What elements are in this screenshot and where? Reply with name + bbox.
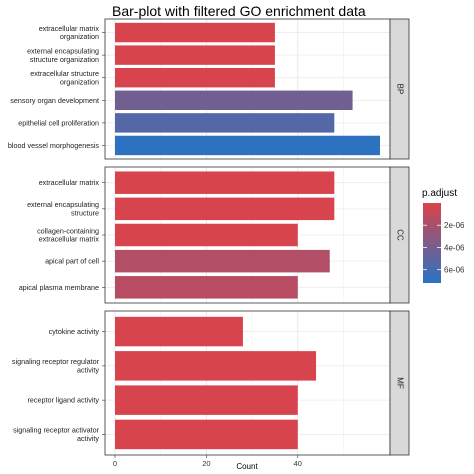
category-label-line: extracellular matrix	[39, 235, 100, 244]
category-label: collagen-containing extracellular matrix	[37, 226, 99, 243]
category-label: extracellular matrix organization	[39, 24, 100, 41]
x-tick-label: 20	[202, 459, 210, 468]
x-axis: 0 20 40	[113, 455, 302, 468]
category-label-line: organization	[60, 77, 99, 86]
bar-mf-1	[115, 351, 317, 381]
x-tick-label: 40	[294, 459, 302, 468]
category-label: apical part of cell	[45, 257, 99, 266]
legend-colorbar	[423, 203, 441, 283]
bar-bp-0	[115, 22, 275, 43]
x-tick-label: 0	[113, 459, 117, 468]
panel-background	[105, 19, 390, 159]
category-label-line: sensory organ development	[10, 96, 99, 105]
legend: p.adjust 2e-06 4e-06 6e-06	[422, 188, 465, 283]
category-label: signaling receptor regulator activity	[12, 357, 100, 374]
category-label-line: signaling receptor activator	[13, 426, 100, 435]
legend-title: p.adjust	[422, 188, 457, 199]
facet-strip	[389, 166, 410, 304]
category-label-line: apical plasma membrane	[19, 283, 99, 292]
category-label: extracellular structure organization	[30, 69, 99, 86]
category-label: external encapsulating structure organiza…	[27, 46, 99, 63]
category-label: epithelial cell proliferation	[18, 118, 99, 127]
category-label-line: extracellular matrix	[39, 178, 100, 187]
category-label: apical plasma membrane	[19, 283, 99, 292]
panel-bp: extracellular matrix organizationexternal…	[8, 18, 410, 160]
panel-mf: cytokine activity signaling receptor regu…	[12, 310, 410, 456]
bar-bp-2	[115, 68, 275, 88]
bar-cc-4	[115, 276, 298, 299]
bar-bp-4	[115, 113, 335, 133]
category-label-line: activity	[77, 434, 99, 443]
bar-mf-2	[115, 385, 298, 415]
legend-tick-label: 2e-06	[444, 221, 465, 230]
category-label: receptor ligand activity	[27, 396, 99, 405]
panel-cc: extracellular matrix external encapsulati…	[19, 166, 410, 304]
category-label-line: organization	[60, 32, 99, 41]
legend-tick-label: 4e-06	[444, 243, 465, 252]
bar-cc-1	[115, 197, 335, 221]
bar-cc-0	[115, 171, 335, 194]
category-label: external encapsulating structure	[27, 200, 99, 217]
category-label: extracellular matrix	[39, 178, 100, 187]
facet-strip	[389, 310, 410, 456]
category-label-line: structure	[71, 209, 99, 218]
chart-panels: extracellular matrix organizationexternal…	[8, 18, 410, 456]
bar-mf-0	[115, 316, 243, 347]
chart-title: Bar-plot with filtered GO enrichment dat…	[112, 3, 366, 19]
category-label: cytokine activity	[49, 327, 100, 336]
category-label-line: receptor ligand activity	[27, 396, 99, 405]
bar-bp-1	[115, 45, 275, 65]
category-label-line: signaling receptor regulator	[12, 357, 100, 366]
category-label-line: external encapsulating	[27, 46, 99, 55]
bar-cc-3	[115, 249, 330, 273]
category-label-line: structure organization	[30, 55, 99, 64]
bar-cc-2	[115, 223, 298, 247]
category-label-line: activity	[77, 366, 99, 375]
category-label-line: apical part of cell	[45, 257, 99, 266]
x-axis-title: Count	[236, 462, 258, 471]
facet-strip	[389, 18, 410, 160]
category-label-line: epithelial cell proliferation	[18, 118, 99, 127]
category-label: signaling receptor activator activity	[13, 426, 100, 443]
category-label-line: blood vessel morphogenesis	[8, 141, 100, 150]
bar-bp-5	[115, 135, 380, 156]
category-label-line: extracellular matrix	[39, 24, 100, 33]
facet-label: CC	[395, 229, 404, 241]
legend-tick-label: 6e-06	[444, 266, 465, 275]
category-label: sensory organ development	[10, 96, 99, 105]
category-label-line: external encapsulating	[27, 200, 99, 209]
category-label-line: extracellular structure	[30, 69, 99, 78]
facet-label: BP	[395, 84, 404, 95]
facet-label: MF	[395, 377, 404, 389]
category-label: blood vessel morphogenesis	[8, 141, 100, 150]
bar-bp-3	[115, 90, 353, 110]
bar-mf-3	[115, 419, 298, 450]
category-label-line: collagen-containing	[37, 226, 99, 235]
category-label-line: cytokine activity	[49, 327, 100, 336]
